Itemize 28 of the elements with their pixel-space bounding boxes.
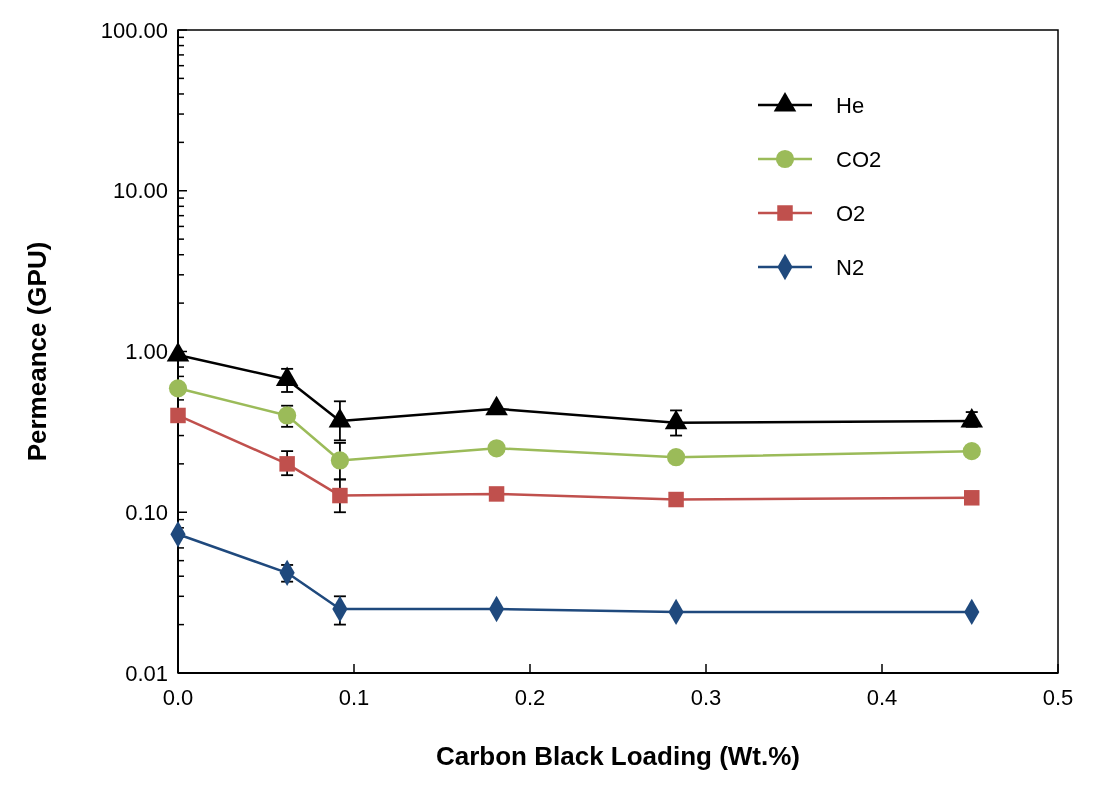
point — [330, 451, 350, 470]
legend-label: O2 — [836, 200, 866, 226]
x-tick-label: 0.4 — [866, 685, 898, 710]
legend-label: CO2 — [836, 146, 882, 172]
point — [668, 491, 684, 508]
x-tick-label: 0.3 — [690, 685, 722, 710]
legend-label: N2 — [836, 254, 865, 280]
y-tick-label: 10.00 — [112, 178, 168, 204]
point — [170, 407, 186, 424]
point — [332, 487, 348, 504]
point — [487, 439, 506, 458]
x-axis-title: Carbon Black Loading (Wt.%) — [436, 741, 800, 771]
legend-label: He — [836, 92, 865, 118]
y-tick-label: 0.01 — [125, 660, 168, 686]
x-tick-label: 0.1 — [338, 685, 370, 710]
x-tick-label: 0.2 — [514, 685, 546, 710]
point — [279, 456, 295, 472]
point — [488, 486, 505, 502]
y-tick-label: 1.00 — [125, 339, 168, 365]
y-axis-title: Permeance (GPU) — [22, 241, 52, 462]
y-tick-label: 0.10 — [125, 499, 168, 525]
x-tick-label: 0.5 — [1042, 685, 1074, 710]
y-tick-label: 100.00 — [100, 17, 168, 43]
point — [964, 490, 980, 506]
point — [666, 448, 686, 467]
point — [962, 442, 981, 461]
x-tick-label: 0.0 — [162, 685, 194, 710]
point — [168, 379, 188, 398]
